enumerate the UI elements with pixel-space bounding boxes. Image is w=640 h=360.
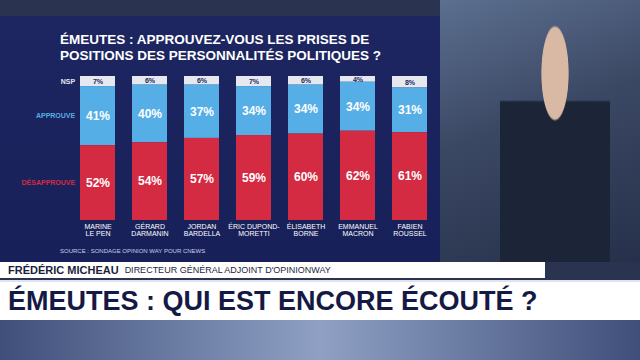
svg-text:61%: 61% <box>398 169 422 183</box>
svg-text:54%: 54% <box>138 174 162 188</box>
html-text:ÉMEUTES : APPROUVEZ-VOUS LES P: ÉMEUTES : APPROUVEZ-VOUS LES PRISES DE P… <box>60 32 381 63</box>
svg-text:34%: 34% <box>346 100 370 114</box>
svg-text:41%: 41% <box>86 109 110 123</box>
svg-text:60%: 60% <box>294 170 318 184</box>
svg-text:MARINELE PEN: MARINELE PEN <box>84 223 112 237</box>
svg-text:8%: 8% <box>405 79 416 86</box>
html-text:SOURCE : SONDAGE OPINION WAY P: SOURCE : SONDAGE OPINION WAY POUR CNEWS <box>60 248 206 254</box>
svg-text:62%: 62% <box>346 169 370 183</box>
svg-text:DÉSAPPROUVE: DÉSAPPROUVE <box>22 178 76 186</box>
svg-text:APPROUVE: APPROUVE <box>36 112 76 119</box>
svg-text:JORDANBARDELLA: JORDANBARDELLA <box>184 223 221 237</box>
svg-text:52%: 52% <box>86 176 110 190</box>
svg-text:40%: 40% <box>138 107 162 121</box>
svg-text:EMMANUELMACRON: EMMANUELMACRON <box>338 223 378 237</box>
svg-text:GÉRARDDARMANIN: GÉRARDDARMANIN <box>131 222 168 237</box>
svg-text:59%: 59% <box>242 171 266 185</box>
svg-text:6%: 6% <box>197 77 208 84</box>
svg-text:6%: 6% <box>301 77 312 84</box>
svg-text:7%: 7% <box>93 78 104 85</box>
svg-text:34%: 34% <box>242 104 266 118</box>
svg-text:NSP: NSP <box>61 78 76 85</box>
svg-text:7%: 7% <box>249 78 260 85</box>
svg-text:ÉRIC DUPOND-MORETTI: ÉRIC DUPOND-MORETTI <box>228 222 280 237</box>
html-text:FRÉDÉRIC MICHEAU: FRÉDÉRIC MICHEAU <box>8 264 119 276</box>
svg-text:34%: 34% <box>294 102 318 116</box>
svg-text:31%: 31% <box>398 103 422 117</box>
svg-text:4%: 4% <box>353 76 364 83</box>
svg-text:37%: 37% <box>190 105 214 119</box>
svg-text:ÉLISABETHBORNE: ÉLISABETHBORNE <box>287 222 326 237</box>
html-text:ÉMEUTES : QUI EST ENCORE ÉCOUT: ÉMEUTES : QUI EST ENCORE ÉCOUTÉ ? <box>8 285 538 316</box>
html-text:DIRECTEUR GÉNÉRAL ADJOINT D'OP: DIRECTEUR GÉNÉRAL ADJOINT D'OPINIONWAY <box>124 265 331 275</box>
svg-text:FABIENROUSSEL: FABIENROUSSEL <box>393 223 427 237</box>
svg-text:57%: 57% <box>190 172 214 186</box>
svg-text:6%: 6% <box>145 77 156 84</box>
